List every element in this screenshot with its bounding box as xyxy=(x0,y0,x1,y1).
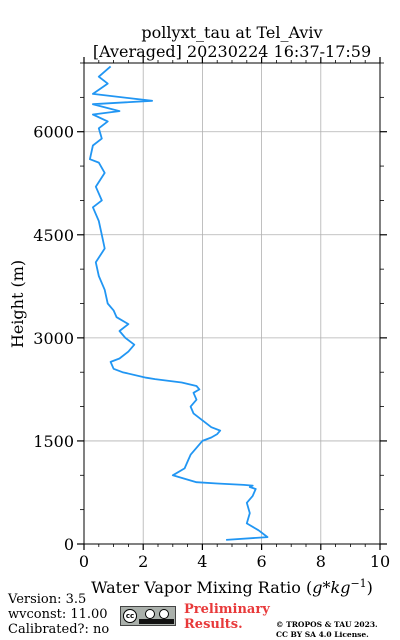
x-tick-label: 8 xyxy=(316,552,326,571)
y-tick-label: 6000 xyxy=(33,123,74,142)
x-tick-label: 2 xyxy=(138,552,148,571)
license-strip xyxy=(139,619,174,624)
copyright-line-1: © TROPOS & TAU 2023. xyxy=(276,620,378,629)
preliminary-results-text: Preliminary Results. xyxy=(184,602,270,632)
y-tick-label: 1500 xyxy=(33,432,74,451)
preliminary-line-2: Results. xyxy=(184,617,243,632)
x-tick-label: 6 xyxy=(257,552,267,571)
x-tick-label: 10 xyxy=(370,552,390,571)
copyright-line-2: CC BY SA 4.0 License. xyxy=(276,630,369,639)
by-icon xyxy=(145,609,155,619)
grid-lines xyxy=(84,63,380,544)
y-tick-label: 3000 xyxy=(33,329,74,348)
footer-info: Version: 3.5 wvconst: 11.00 Calibrated?:… xyxy=(8,592,109,637)
cc-by-sa-icon: cc xyxy=(120,606,176,626)
cc-icon: cc xyxy=(123,609,137,623)
chart-subtitle: [Averaged] 20230224 16:37-17:59 xyxy=(93,42,371,61)
y-axis-label: Height (m) xyxy=(8,260,27,348)
preliminary-line-1: Preliminary xyxy=(184,602,270,617)
y-tick-label: 4500 xyxy=(33,226,74,245)
x-axis-label: Water Vapor Mixing Ratio (g*kg−1) xyxy=(91,577,373,597)
sa-icon xyxy=(159,609,169,619)
wvconst-text: wvconst: 11.00 xyxy=(8,607,108,622)
plot-frame xyxy=(83,62,381,545)
x-tick-label: 4 xyxy=(197,552,207,571)
profile-line xyxy=(89,65,269,541)
copyright-text: © TROPOS & TAU 2023. CC BY SA 4.0 Licens… xyxy=(276,620,378,640)
tick-layer: 0 2 4 6 8 10 0 1500 3000 4500 6000 xyxy=(33,57,390,571)
y-tick-label: 0 xyxy=(64,535,74,554)
calibrated-text: Calibrated?: no xyxy=(8,622,110,637)
chart-title: pollyxt_tau at Tel_Aviv xyxy=(141,23,322,42)
x-tick-label: 0 xyxy=(79,552,89,571)
version-text: Version: 3.5 xyxy=(8,592,87,607)
series-layer xyxy=(89,65,269,541)
